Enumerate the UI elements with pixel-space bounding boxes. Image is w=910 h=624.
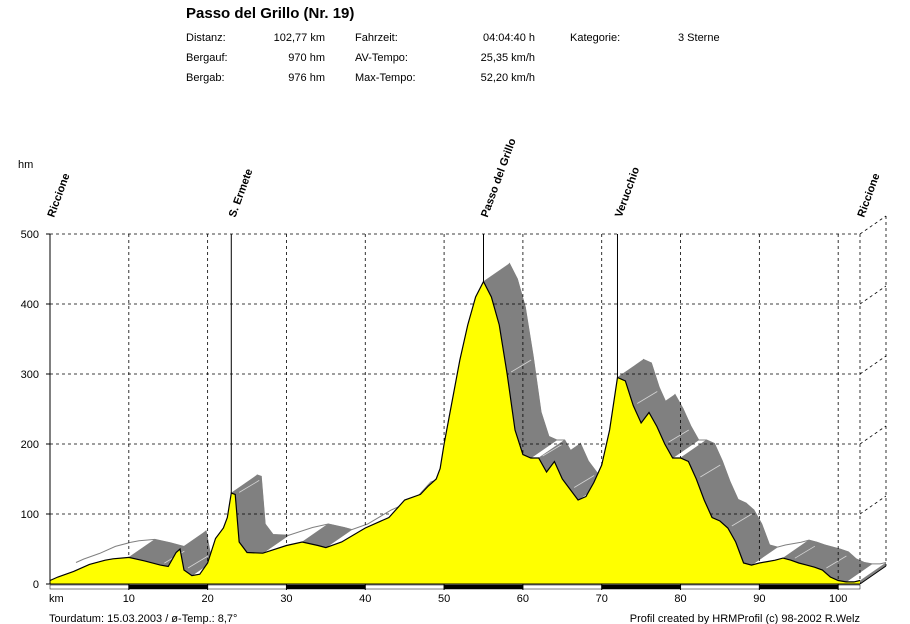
y-axis-label: hm [18,159,33,171]
waypoint-label: S. Ermete [227,167,256,219]
x-tick-label: 90 [753,593,765,605]
y-tick-label: 300 [21,369,39,381]
grid-wall-diagonal [859,425,887,445]
profile-end-cap [860,562,886,584]
km-scale-band [207,584,287,590]
profile-highlight-streak [542,443,563,457]
max-speed-value: 52,20 km/h [480,72,535,84]
km-scale-band [286,584,366,590]
grid-wall-diagonal [859,285,887,305]
km-scale-band [680,584,760,590]
avg-speed-label: AV-Tempo: [355,52,408,64]
km-scale-band [128,584,208,590]
x-tick-label: 100 [829,593,847,605]
profile-area [50,281,860,584]
km-scale-band [759,584,839,590]
profile-highlight-streak [731,513,753,527]
profile-highlight-streak [510,359,532,373]
profile-highlight-streak [700,464,721,478]
x-tick-label: 30 [280,593,292,605]
waypoint-label: Passo del Grillo [479,137,519,219]
avg-speed-value: 25,35 km/h [480,52,535,64]
credit-text: Profil created by HRMProfil (c) 98-2002 … [630,613,860,624]
time-value: 04:04:40 h [483,32,535,44]
x-tick-label: 50 [438,593,450,605]
y-tick-label: 200 [21,439,39,451]
profile-highlight-streak [187,555,209,569]
category-value: 3 Sterne [678,32,720,44]
km-scale-band [49,584,130,590]
profile-highlight-streak [668,429,689,443]
tour-title: Passo del Grillo (Nr. 19) [186,5,355,22]
km-scale-band [837,584,861,590]
distance-value: 102,77 km [273,32,325,44]
profile-highlight-streak [826,555,847,569]
grid-wall-diagonal [859,215,887,235]
x-tick-label: 40 [359,593,371,605]
waypoint-label: Riccione [856,172,883,219]
x-tick-label: 10 [123,593,135,605]
max-speed-label: Max-Tempo: [355,72,416,84]
x-axis-label: km [49,593,64,605]
waypoint-label: Verucchio [613,165,642,219]
y-tick-label: 400 [21,299,39,311]
descent-value: 976 hm [288,72,325,84]
climb-label: Bergauf: [186,52,228,64]
category-label: Kategorie: [570,32,621,44]
km-scale-band [365,584,445,590]
time-label: Fahrzeit: [355,32,398,44]
km-scale-band [601,584,681,590]
profile-highlight-streak [637,391,658,404]
y-tick-label: 100 [21,509,39,521]
climb-value: 970 hm [288,52,325,64]
x-axis-depth [859,565,887,585]
y-tick-label: 0 [33,579,39,591]
y-tick-label: 500 [21,229,39,241]
profile-highlight-streak [794,545,816,559]
grid-wall-diagonal [859,495,887,515]
profile-line [49,280,861,583]
descent-label: Bergab: [186,72,225,84]
profile-highlight-streak [239,480,260,493]
tour-info: Tourdatum: 15.03.2003 / ø-Temp.: 8,7° [49,613,237,624]
grid-wall-diagonal [859,355,887,375]
waypoint-label: Riccione [46,172,73,219]
distance-label: Distanz: [186,32,226,44]
km-scale-band [522,584,602,590]
x-tick-label: 20 [202,593,214,605]
x-tick-label: 60 [517,593,529,605]
profile-highlight-streak [573,475,595,488]
x-tick-label: 80 [674,593,686,605]
x-tick-label: 70 [596,593,608,605]
km-scale-band [443,584,524,590]
